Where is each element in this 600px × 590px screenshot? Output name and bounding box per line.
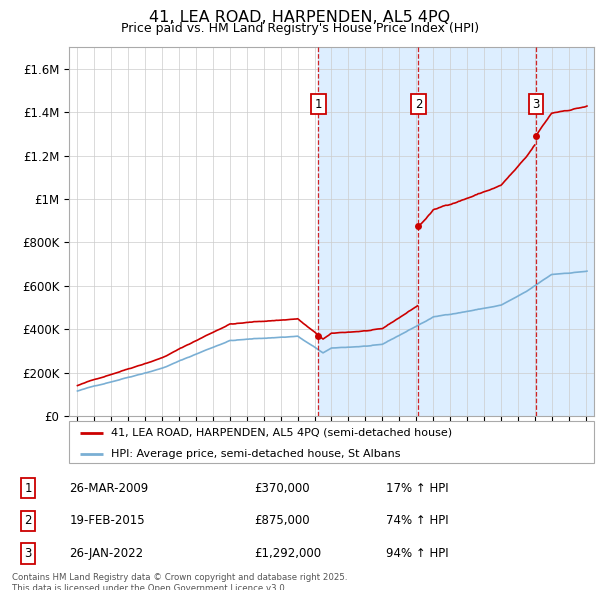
Text: £875,000: £875,000: [254, 514, 310, 527]
Text: 3: 3: [532, 98, 539, 111]
Text: Price paid vs. HM Land Registry's House Price Index (HPI): Price paid vs. HM Land Registry's House …: [121, 22, 479, 35]
Text: 19-FEB-2015: 19-FEB-2015: [70, 514, 145, 527]
Text: 2: 2: [25, 514, 32, 527]
Text: 1: 1: [25, 481, 32, 494]
Text: 94% ↑ HPI: 94% ↑ HPI: [386, 547, 449, 560]
Text: 26-MAR-2009: 26-MAR-2009: [70, 481, 149, 494]
Text: 41, LEA ROAD, HARPENDEN, AL5 4PQ: 41, LEA ROAD, HARPENDEN, AL5 4PQ: [149, 10, 451, 25]
Text: 26-JAN-2022: 26-JAN-2022: [70, 547, 144, 560]
Text: 1: 1: [315, 98, 322, 111]
Bar: [319, 47, 418, 416]
Text: 3: 3: [25, 547, 32, 560]
Text: £1,292,000: £1,292,000: [254, 547, 321, 560]
Text: Contains HM Land Registry data © Crown copyright and database right 2025.
This d: Contains HM Land Registry data © Crown c…: [12, 573, 347, 590]
Text: 2: 2: [415, 98, 422, 111]
Text: £370,000: £370,000: [254, 481, 310, 494]
Text: 17% ↑ HPI: 17% ↑ HPI: [386, 481, 449, 494]
Text: HPI: Average price, semi-detached house, St Albans: HPI: Average price, semi-detached house,…: [111, 449, 401, 459]
FancyBboxPatch shape: [69, 421, 594, 463]
Text: 41, LEA ROAD, HARPENDEN, AL5 4PQ (semi-detached house): 41, LEA ROAD, HARPENDEN, AL5 4PQ (semi-d…: [111, 428, 452, 438]
Bar: [536, 47, 594, 416]
Text: 74% ↑ HPI: 74% ↑ HPI: [386, 514, 449, 527]
Bar: [418, 47, 536, 416]
